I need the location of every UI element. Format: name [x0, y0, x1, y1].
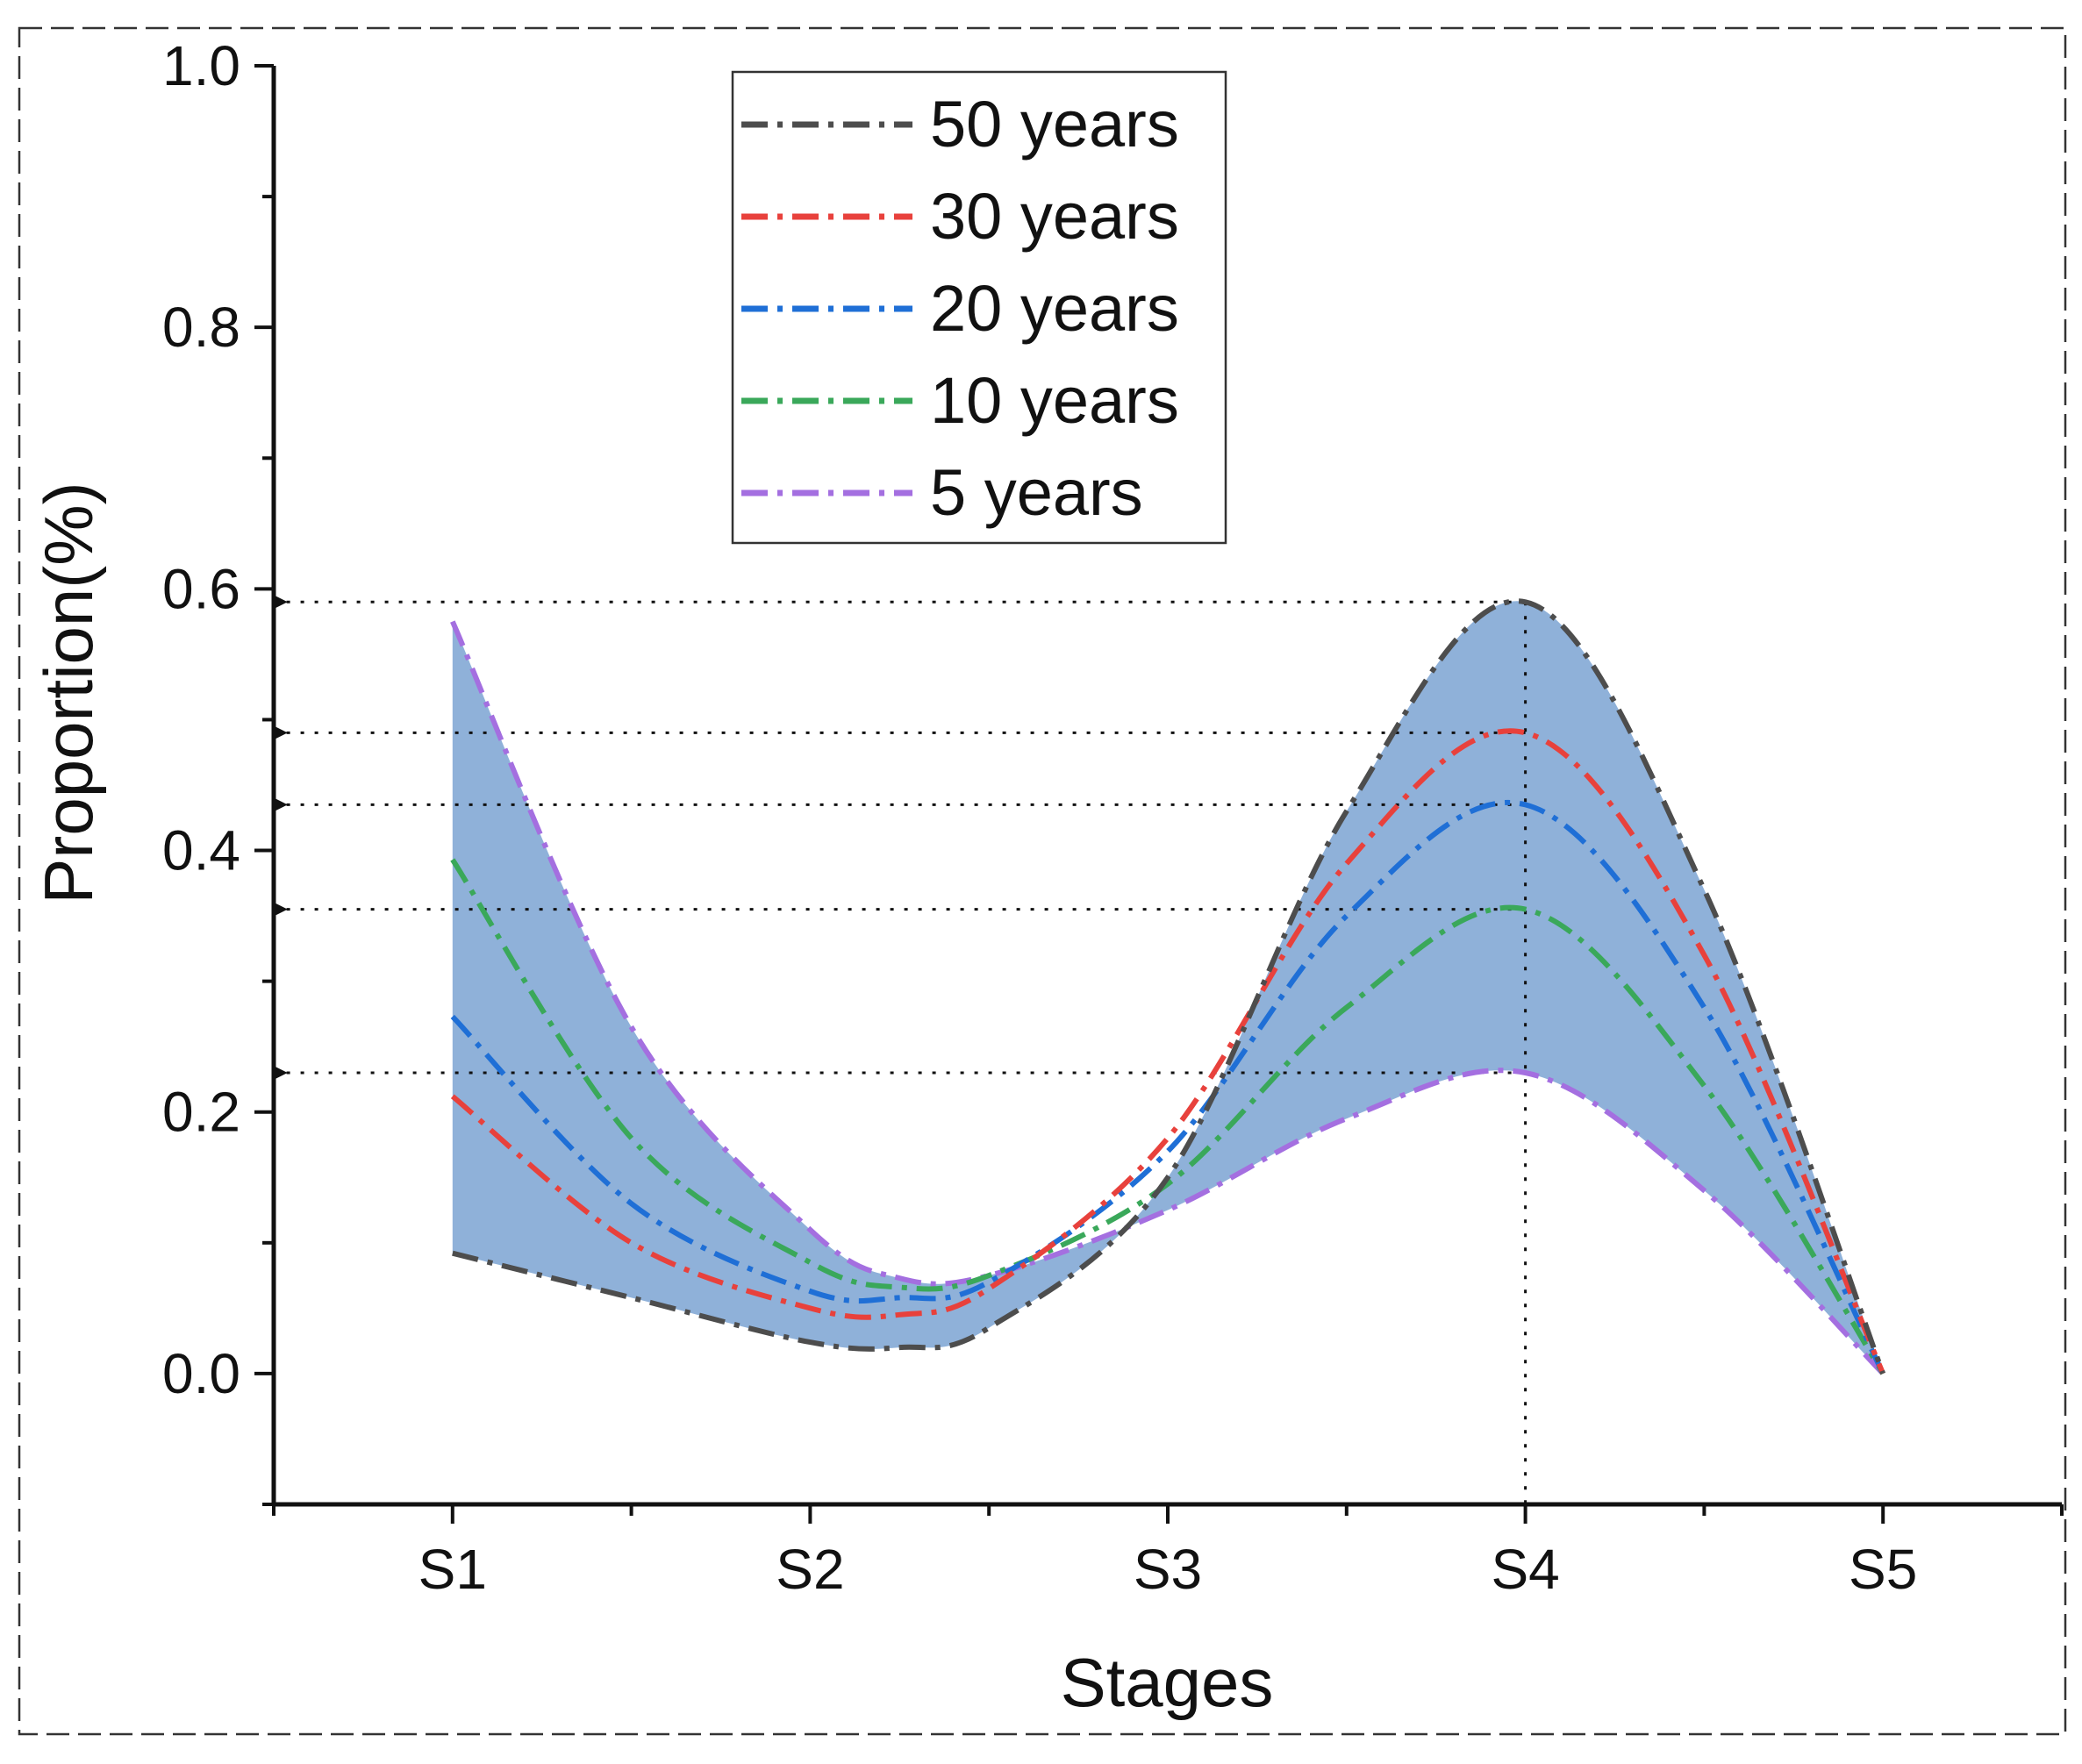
legend-label: 5 years — [930, 456, 1143, 529]
x-tick-label: S4 — [1491, 1538, 1559, 1601]
axes: 0.0 0.2 0.4 0.6 0.8 1.0 S1 S2 S3 S4 S5 — [162, 34, 2064, 1601]
x-tick-label: S3 — [1134, 1538, 1202, 1601]
x-tick-label: S1 — [419, 1538, 487, 1601]
legend-label: 20 years — [930, 272, 1179, 345]
outer-frame — [18, 26, 2067, 1736]
x-tick-label: S2 — [776, 1538, 844, 1601]
y-tick-label: 0.4 — [162, 819, 240, 882]
y-tick-label: 1.0 — [162, 34, 240, 97]
fill-band — [452, 601, 1884, 1374]
y-tick-label: 0.2 — [162, 1081, 240, 1144]
y-tick-label: 0.8 — [162, 296, 240, 359]
y-tick-label: 0.0 — [162, 1342, 240, 1405]
legend-label: 50 years — [930, 88, 1179, 161]
legend-label: 30 years — [930, 180, 1179, 253]
x-axis-label: Stages — [1061, 1644, 1274, 1721]
reference-lines — [271, 594, 1528, 1504]
series-line-50-years — [452, 598, 1886, 1375]
y-tick-label: 0.6 — [162, 557, 240, 620]
legend: 50 years 30 years 20 years 10 years 5 years — [731, 70, 1227, 545]
legend-label: 10 years — [930, 364, 1179, 437]
series-line-5-years — [450, 620, 1885, 1375]
fill-layer — [452, 601, 1884, 1374]
y-axis-label: Proportion(%) — [30, 482, 107, 903]
series-line-30-years — [450, 728, 1885, 1375]
series-layer — [450, 598, 1886, 1375]
x-tick-label: S5 — [1849, 1538, 1917, 1601]
